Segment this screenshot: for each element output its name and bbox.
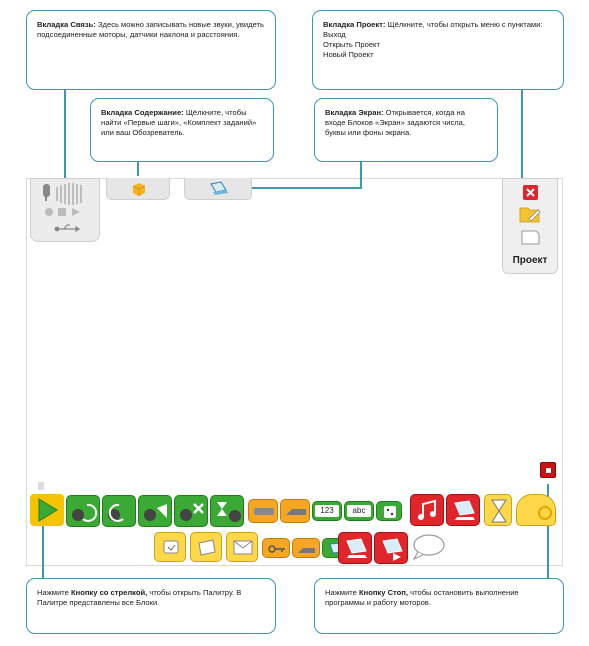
screen-icon (454, 500, 475, 520)
link-callout-connector (64, 90, 66, 182)
distance-sensor-icon (286, 509, 306, 515)
speech-bubble-icon (412, 534, 445, 561)
project-menu-item-new: Новый Проект (323, 50, 374, 59)
text-input-label: abc (347, 505, 371, 517)
hourglass-icon (491, 499, 507, 523)
record-icon (45, 208, 53, 216)
content-tab[interactable] (106, 178, 170, 200)
display-text-block[interactable] (338, 532, 372, 564)
display-send-icon (382, 538, 403, 561)
project-menu-item-open: Открыть Проект (323, 40, 380, 49)
speech-bubble-block[interactable] (410, 532, 446, 562)
link-tab-callout-text: Здесь можно записывать новые звуки, увид… (37, 20, 264, 39)
number-input-label: 123 (315, 505, 339, 517)
display-tab-callout: Вкладка Экран: Открывается, когда на вхо… (314, 98, 498, 162)
distance-icon (298, 548, 315, 553)
link-tab[interactable] (30, 178, 100, 242)
link-tab-callout: Вкладка Связь: Здесь можно записывать но… (26, 10, 276, 90)
dice-icon (384, 506, 396, 518)
project-callout-connector (521, 90, 523, 184)
sound-wave-icon (56, 183, 82, 205)
stop-callout-text: чтобы остановить выполнение программы и … (325, 588, 519, 607)
play-sound-block[interactable] (410, 494, 444, 526)
send-message-block[interactable] (226, 532, 258, 562)
key-icon (268, 545, 285, 553)
close-icon (523, 185, 538, 200)
stop-icon (546, 468, 551, 473)
content-tab-callout-text: Щёлкните, чтобы найти «Первые шаги», «Ко… (101, 108, 257, 137)
link-tab-callout-title: Вкладка Связь: (37, 20, 96, 29)
input-tilt-block[interactable] (262, 538, 290, 558)
project-tab-label: Проект (512, 255, 548, 266)
start-callout-text: чтобы открыть Палитру. В Палитре предста… (37, 588, 242, 607)
content-cube-icon (132, 183, 146, 196)
motor-power-icon (144, 504, 167, 521)
content-callout-connector (137, 162, 139, 176)
display-text-icon (346, 538, 367, 558)
project-tab-callout-title: Вкладка Проект: (323, 20, 386, 29)
stop-button[interactable] (540, 462, 556, 478)
receive-message-icon (163, 540, 179, 554)
start-on-letter-block[interactable] (190, 532, 222, 562)
tilt-sensor-block[interactable] (248, 499, 278, 523)
content-tab-callout: Вкладка Содержание: Щёлкните, чтобы найт… (90, 98, 274, 162)
start-marker (38, 482, 44, 490)
palette-row-1: 123 abc (26, 490, 563, 530)
tilt-sensor-icon (254, 508, 274, 515)
start-callout-title: Кнопку со стрелкой, (70, 588, 148, 597)
open-folder-icon (519, 207, 541, 223)
motor-that-way-block[interactable] (102, 495, 136, 527)
distance-sensor-block[interactable] (280, 499, 310, 523)
project-tab[interactable]: Проект (502, 178, 558, 274)
project-menu-item-exit: Выход (323, 30, 346, 39)
display-background-block[interactable] (446, 494, 480, 526)
number-input-block[interactable]: 123 (312, 501, 342, 521)
repeat-loop-icon (538, 505, 552, 520)
palette-row-2 (26, 530, 563, 566)
new-project-icon (521, 230, 540, 245)
play-arrow-icon (38, 498, 58, 522)
display-callout-connector-h (252, 187, 362, 189)
display-tab-callout-text: Открывается, когда на входе Блоков «Экра… (325, 108, 466, 137)
motor-off-block[interactable] (174, 495, 208, 527)
stop-callout-connector (547, 484, 549, 579)
display-tab-callout-title: Вкладка Экран: (325, 108, 384, 117)
start-arrow-button[interactable] (30, 494, 64, 526)
display-tab[interactable] (184, 178, 252, 200)
stop-callout-title: Кнопку Стоп, (358, 588, 409, 597)
microphone-icon (43, 184, 50, 201)
stop-sound-icon (58, 208, 66, 216)
stop-callout-prefix: Нажмите (325, 588, 359, 597)
start-button-callout: Нажмите Кнопку со стрелкой, чтобы открыт… (26, 578, 276, 634)
project-tab-callout: Вкладка Проект: Щёлкните, чтобы открыть … (312, 10, 564, 90)
content-tab-callout-title: Вкладка Содержание: (101, 108, 184, 117)
motor-power-block[interactable] (138, 495, 172, 527)
music-note-icon (418, 499, 436, 520)
text-input-block[interactable]: abc (344, 501, 374, 521)
motor-on-for-icon (217, 502, 241, 522)
receive-message-block[interactable] (154, 532, 186, 562)
project-icons (519, 185, 541, 245)
link-tab-graphics (43, 183, 82, 233)
usb-icon (54, 224, 81, 233)
repeat-block[interactable] (516, 494, 556, 526)
motor-ccw-icon (108, 503, 124, 522)
display-callout-connector-v (360, 162, 362, 188)
display-send-block[interactable] (374, 532, 408, 564)
motor-off-icon (180, 503, 204, 521)
input-distance-block[interactable] (292, 538, 320, 558)
wait-for-block[interactable] (484, 494, 512, 526)
motor-cw-icon (72, 503, 98, 522)
laptop-icon (210, 181, 228, 195)
motor-on-for-block[interactable] (210, 495, 244, 527)
envelope-icon (233, 540, 253, 555)
stop-button-callout: Нажмите Кнопку Стоп, чтобы остановить вы… (314, 578, 564, 634)
start-callout-prefix: Нажмите (37, 588, 71, 597)
motor-this-way-block[interactable] (66, 495, 100, 527)
letter-icon (198, 539, 216, 556)
project-tab-callout-text: Щёлкните, чтобы открыть меню с пунктами: (385, 20, 543, 29)
random-input-block[interactable] (376, 501, 402, 521)
start-callout-connector (42, 496, 44, 579)
play-sound-icon (72, 208, 80, 216)
